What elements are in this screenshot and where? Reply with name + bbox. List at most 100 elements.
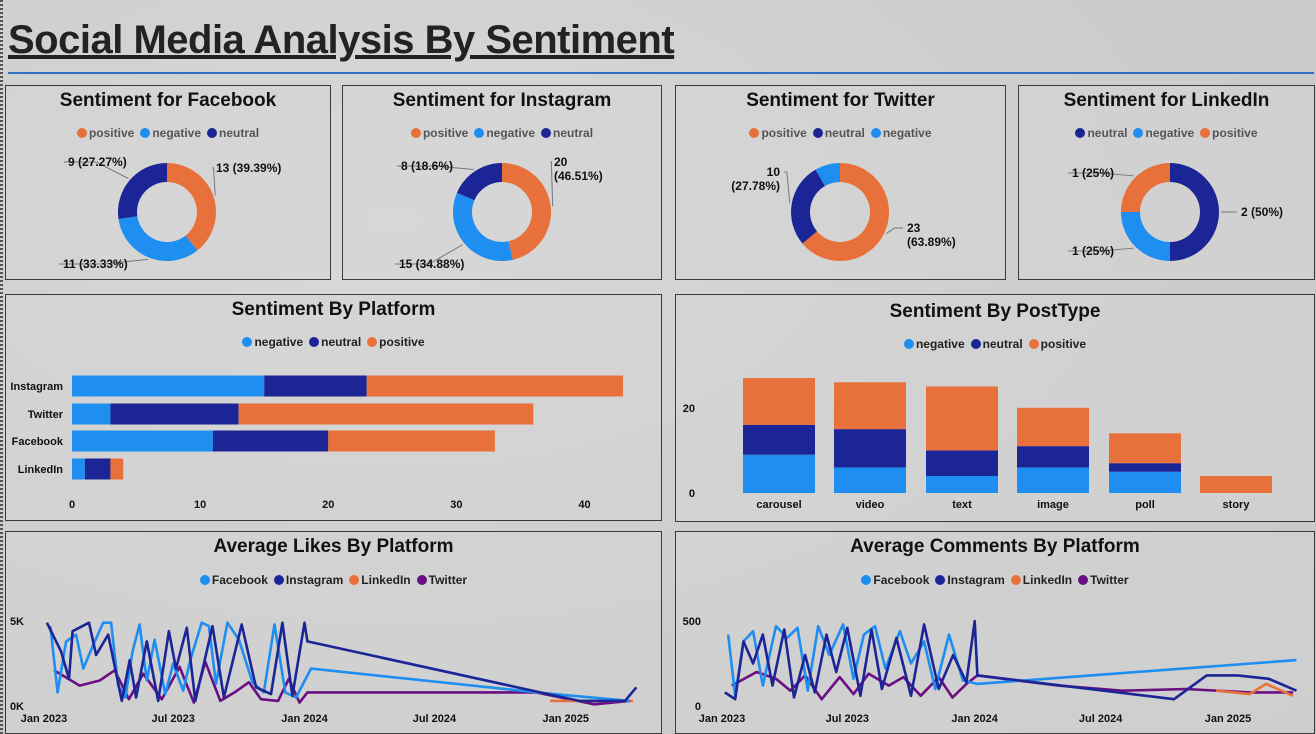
column-segment-negative[interactable]: [1109, 471, 1181, 493]
legend-item[interactable]: negative: [903, 337, 965, 351]
legend-dot: [199, 575, 210, 585]
donut-slice-negative[interactable]: [1121, 212, 1170, 261]
legend-item[interactable]: neutral: [970, 337, 1023, 351]
legend-item[interactable]: positive: [1200, 126, 1258, 140]
donut-slice-negative[interactable]: [118, 216, 198, 261]
y-tick-label: 0K: [10, 701, 24, 713]
legend: Facebook Instagram LinkedIn Twitter: [676, 573, 1314, 587]
line-series-twitter[interactable]: [731, 670, 1294, 701]
legend-dot: [1028, 339, 1039, 349]
legend-item[interactable]: Twitter: [1078, 573, 1129, 587]
legend-item[interactable]: Facebook: [861, 573, 929, 587]
legend-item[interactable]: neutral: [541, 126, 593, 140]
line-series-instagram[interactable]: [724, 619, 1298, 701]
legend-item[interactable]: negative: [140, 126, 201, 140]
line-series-instagram[interactable]: [45, 621, 638, 703]
twitter-sentiment-panel[interactable]: Sentiment for Twitter positive neutral neg…: [675, 85, 1006, 280]
legend-item[interactable]: neutral: [207, 126, 259, 140]
bar-segment-positive[interactable]: [366, 375, 623, 397]
column-segment-positive[interactable]: [1109, 433, 1181, 464]
legend-item[interactable]: neutral: [812, 126, 865, 140]
sentiment-by-posttype-panel[interactable]: Sentiment By PostType negative neutral pos…: [675, 294, 1315, 522]
bar-segment-positive[interactable]: [238, 403, 534, 425]
bar-segment-negative[interactable]: [72, 375, 265, 397]
column-segment-neutral[interactable]: [926, 450, 998, 476]
column-segment-positive[interactable]: [926, 386, 998, 451]
slice-label: (63.89%): [907, 235, 956, 249]
donut-slice-neutral[interactable]: [791, 169, 825, 244]
legend-item[interactable]: positive: [76, 126, 134, 140]
bar-segment-negative[interactable]: [72, 403, 111, 425]
bar-segment-negative[interactable]: [72, 458, 85, 480]
column-segment-negative[interactable]: [926, 475, 998, 493]
donut-slice-positive[interactable]: [502, 163, 551, 260]
average-comments-panel[interactable]: Average Comments By Platform Facebook Ins…: [675, 531, 1315, 734]
legend: positive negative neutral: [343, 126, 661, 140]
x-tick-label: 10: [194, 499, 206, 511]
column-segment-positive[interactable]: [834, 382, 906, 430]
line-series-facebook[interactable]: [49, 621, 631, 703]
label-leader-line: [59, 258, 149, 265]
column-segment-neutral[interactable]: [834, 429, 906, 468]
legend-item[interactable]: negative: [870, 126, 932, 140]
column-segment-positive[interactable]: [743, 378, 815, 425]
legend-item[interactable]: positive: [367, 335, 425, 349]
legend-item[interactable]: negative: [1133, 126, 1194, 140]
legend-item[interactable]: positive: [410, 126, 469, 140]
donut-slice-positive[interactable]: [167, 163, 216, 251]
donut-slice-positive[interactable]: [802, 163, 889, 261]
donut-slice-neutral[interactable]: [456, 163, 502, 201]
legend-dot: [242, 337, 253, 347]
bar-segment-positive[interactable]: [328, 430, 495, 452]
donut-slice-neutral[interactable]: [1170, 163, 1219, 261]
legend-dot: [1133, 128, 1144, 138]
donut-slice-neutral[interactable]: [118, 163, 167, 219]
legend-label: negative: [152, 126, 202, 140]
column-segment-neutral[interactable]: [1017, 446, 1089, 468]
bar-segment-negative[interactable]: [72, 430, 213, 452]
column-segment-negative[interactable]: [743, 454, 815, 493]
bar-segment-neutral[interactable]: [264, 375, 367, 397]
bar-segment-neutral[interactable]: [84, 458, 111, 480]
slice-label: 13 (39.39%): [216, 161, 281, 175]
legend-item[interactable]: Twitter: [416, 573, 468, 587]
sentiment-by-platform-panel[interactable]: Sentiment By Platform negative neutral pos…: [5, 294, 662, 521]
legend-item[interactable]: Instagram: [273, 573, 343, 587]
column-segment-positive[interactable]: [1200, 475, 1272, 493]
legend-item[interactable]: neutral: [309, 335, 361, 349]
donut-slice-negative[interactable]: [453, 192, 513, 261]
label-leader-line: [64, 161, 129, 180]
bar-segment-neutral[interactable]: [212, 430, 329, 452]
legend-item[interactable]: positive: [1028, 337, 1086, 351]
legend-item[interactable]: LinkedIn: [1010, 573, 1072, 587]
column-segment-negative[interactable]: [834, 467, 906, 493]
legend-item[interactable]: negative: [242, 335, 303, 349]
legend-dot: [416, 575, 427, 585]
legend-item[interactable]: neutral: [1075, 126, 1127, 140]
instagram-sentiment-panel[interactable]: Sentiment for Instagram positive negative…: [342, 85, 662, 280]
column-segment-neutral[interactable]: [1109, 463, 1181, 472]
legend-item[interactable]: Instagram: [935, 573, 1005, 587]
donut-slice-positive[interactable]: [1121, 163, 1170, 212]
column-segment-neutral[interactable]: [743, 424, 815, 455]
facebook-sentiment-panel[interactable]: Sentiment for Facebook positive negative n…: [5, 85, 331, 280]
line-series-linkedin[interactable]: [1216, 682, 1294, 697]
legend-dot: [1075, 128, 1086, 138]
bar-segment-positive[interactable]: [110, 458, 124, 480]
donut-slice-negative[interactable]: [815, 163, 841, 187]
line-series-twitter[interactable]: [53, 660, 631, 706]
linkedin-sentiment-panel[interactable]: Sentiment for LinkedIn neutral negative po…: [1018, 85, 1315, 280]
legend-label: Twitter: [428, 573, 468, 587]
legend-item[interactable]: positive: [749, 126, 807, 140]
panel-title: Sentiment for Instagram: [392, 90, 612, 111]
category-label: Twitter: [28, 409, 64, 421]
average-likes-panel[interactable]: Average Likes By Platform Facebook Instag…: [5, 531, 662, 734]
column-segment-negative[interactable]: [1017, 467, 1089, 493]
legend-item[interactable]: LinkedIn: [349, 573, 411, 587]
column-segment-positive[interactable]: [1017, 407, 1089, 447]
bar-segment-neutral[interactable]: [110, 403, 239, 425]
legend-label: positive: [422, 126, 469, 140]
legend-item[interactable]: negative: [474, 126, 535, 140]
legend-item[interactable]: Facebook: [199, 573, 268, 587]
y-tick-label: 20: [683, 403, 695, 415]
